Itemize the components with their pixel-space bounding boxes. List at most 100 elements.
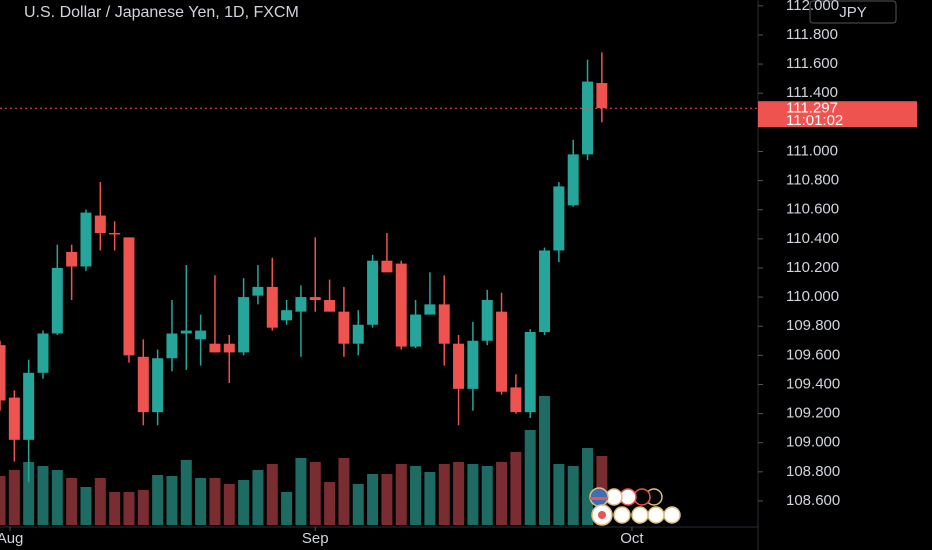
volume-bar (524, 430, 536, 525)
candle-body (80, 212, 92, 267)
candle-body (295, 297, 307, 312)
volume-bar (424, 472, 436, 525)
volume-bar (481, 466, 493, 525)
volume-bar (123, 492, 135, 525)
y-tick-label: 112.000 (786, 0, 839, 14)
volume-bar (180, 460, 192, 525)
candle-body (23, 372, 35, 440)
flag-dot (598, 511, 606, 519)
candle-body (180, 330, 192, 334)
y-tick-label: 111.600 (786, 55, 838, 72)
volume-bar (367, 474, 379, 525)
volume-bar (281, 492, 293, 525)
candle-body (424, 304, 436, 315)
candle-body (0, 345, 6, 401)
x-tick-label: Sep (302, 530, 329, 547)
candle-body (195, 330, 207, 340)
volume-bar (381, 474, 393, 525)
candle-body (524, 332, 536, 413)
event-icon (631, 506, 649, 524)
x-tick-label: Oct (620, 530, 644, 547)
volume-bar (109, 492, 121, 525)
volume-bar (51, 470, 63, 525)
last-price-box (758, 101, 917, 128)
volume-bar (66, 478, 78, 525)
event-icon (663, 506, 681, 524)
volume-bar (395, 464, 407, 525)
volume-bar (467, 464, 479, 525)
candle-body (395, 263, 407, 347)
candle-body (510, 387, 522, 413)
y-tick-label: 109.400 (786, 375, 840, 392)
volume-bar (137, 490, 149, 525)
volume-bar (266, 464, 278, 525)
currency-box (809, 0, 897, 24)
candle-body (123, 237, 135, 356)
candle-body (324, 300, 336, 312)
volume-bar (309, 462, 321, 525)
candle-body (367, 260, 379, 325)
candle-body (94, 215, 106, 234)
volume-bar (295, 458, 307, 525)
volume-bar (539, 396, 551, 525)
candle-body (238, 297, 250, 353)
candle-body (539, 250, 551, 333)
y-tick-label: 108.600 (786, 492, 840, 509)
volume-bar (238, 480, 250, 525)
y-tick-label: 111.400 (786, 84, 838, 101)
volume-bar (252, 470, 264, 525)
candle-body (109, 233, 121, 235)
volume-bar (223, 484, 235, 525)
candle-body (582, 81, 594, 155)
volume-bar (567, 466, 579, 525)
candle-body (453, 343, 465, 389)
volume-bar (37, 466, 49, 525)
y-tick-label: 108.800 (786, 463, 840, 480)
volume-bar (496, 462, 508, 525)
volume-bar (410, 466, 422, 525)
candle-body (553, 186, 565, 251)
event-icon (647, 506, 665, 524)
candle-body (266, 286, 278, 328)
candle-body (137, 356, 149, 413)
candle-body (309, 297, 321, 300)
candle-body (51, 267, 63, 334)
plot-area (0, 52, 758, 525)
volume-bar (338, 458, 350, 525)
candle-body (338, 311, 350, 344)
y-tick-label: 109.800 (786, 317, 840, 334)
y-tick-label: 110.800 (786, 172, 839, 189)
volume-bar (152, 475, 164, 525)
y-tick-label: 110.400 (786, 230, 839, 247)
volume-bar (352, 484, 364, 525)
candle-body (567, 154, 579, 206)
chart-title: U.S. Dollar / Japanese Yen, 1D, FXCM (24, 4, 299, 21)
candle-body (381, 260, 393, 273)
candle-body (596, 83, 608, 109)
y-tick-label: 111.000 (786, 142, 838, 159)
event-icon (613, 506, 631, 524)
candle-body (352, 324, 364, 344)
volume-bar (209, 478, 221, 525)
y-tick-label: 109.000 (786, 434, 840, 451)
candle-body (481, 300, 493, 341)
volume-bar (8, 470, 20, 525)
volume-bar (94, 478, 106, 525)
flag-stripe (590, 497, 608, 500)
volume-bar (553, 464, 565, 525)
volume-bar (195, 478, 207, 525)
candle-body (209, 343, 221, 353)
candle-body (496, 311, 508, 392)
y-tick-label: 110.000 (786, 288, 839, 305)
volume-bar (453, 462, 465, 525)
volume-bar (582, 448, 594, 525)
y-tick-label: 110.200 (786, 259, 839, 276)
y-tick-label: 111.800 (786, 26, 838, 43)
candle-body (152, 358, 164, 413)
y-tick-label: 110.600 (786, 201, 839, 218)
candle-body (37, 333, 49, 373)
event-icons (589, 487, 681, 526)
candle-body (410, 314, 422, 347)
